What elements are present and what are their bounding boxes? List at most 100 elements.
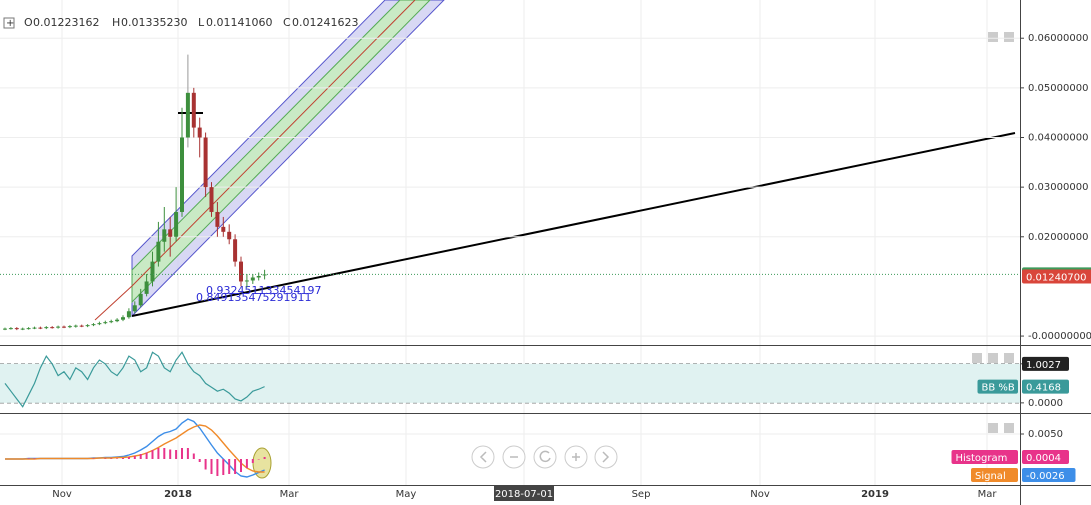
candle-body [79,325,84,327]
value-badge: -0.0026 [1022,468,1076,482]
candle-body [32,327,37,329]
pane-button[interactable] [988,423,998,433]
histogram-bar [133,456,136,459]
candle-body [132,305,137,312]
x-tick-label: Mar [280,489,300,500]
scroll-right[interactable] [594,445,618,469]
histogram-bar [145,452,148,459]
candle-body [209,187,214,212]
collapse-button[interactable] [3,17,15,29]
histogram-bar [157,448,160,459]
legend-badge-text: BB %B [982,383,1015,394]
histogram-bar [216,459,219,476]
histogram-bar [192,453,195,459]
bb-band [0,363,1020,403]
y-tick-label: 0.0000 [1028,398,1063,409]
candle-body [38,327,43,329]
candle-body [3,328,7,330]
candle-body [91,324,96,326]
histogram-bar [116,458,119,459]
candle-body [85,325,90,327]
legend-badge-text: Signal [975,471,1006,482]
candle-body [109,321,114,323]
candle-body [221,226,226,232]
value-badge-text: 0.0004 [1026,453,1061,464]
ohlc-label: L [198,16,205,29]
candle-body [103,322,108,324]
x-tick-label: May [396,489,417,500]
histogram-bar [127,457,130,459]
legend-badge-bg [977,379,1018,394]
candle-body [126,311,131,318]
pane-button[interactable] [972,353,982,363]
value-badge: 0.4168 [1022,379,1069,394]
histogram-bar [104,458,107,459]
price-badge-bg [1022,269,1091,284]
y-tick-label: -0.00000000 [1028,331,1091,342]
y-tick-label: 0.05000000 [1028,83,1088,94]
time-axis: Nov 2018 Mar May 2018-07-01 Sep Nov 2019 Mar [52,486,997,501]
bb-line [4,351,265,408]
crosshair-date-bg [494,486,554,501]
pane-button[interactable] [1004,353,1014,363]
price-badge: 0.01240700 [1022,269,1091,283]
pane-button[interactable] [988,32,998,42]
collapse-icon: + [6,18,14,29]
pane-button[interactable] [1004,423,1014,433]
candle-body [244,280,249,282]
x-tick-label: Mar [978,489,998,500]
candle-body [156,241,161,262]
ohlc-label: C [283,16,291,29]
histogram-bar [151,450,154,459]
candle-body [174,211,179,237]
pane-button[interactable] [1004,32,1014,42]
candle-body [203,137,208,188]
histogram-bar [257,459,260,460]
ohlc-label: H [112,16,120,29]
candle-body [144,281,149,294]
legend-badge-bg [951,450,1018,464]
value-badge-text: -0.0026 [1026,471,1065,482]
y-tick-badge: 1.0027 [1022,356,1069,371]
histogram-bar [251,459,254,463]
value-badge-bg [1022,450,1069,464]
scroll-left[interactable] [471,445,495,469]
pane-button[interactable] [988,353,998,363]
candle-body [138,293,143,306]
candle-body [14,328,19,330]
value-badge-text: 0.4168 [1026,383,1061,394]
histogram-bar [169,449,172,459]
histogram-bar [198,459,201,462]
y-tick-badge-text: 1.0027 [1026,360,1061,371]
nav-buttons [471,445,618,469]
candle-body [197,127,202,138]
candle-body [191,92,196,128]
y-tick-label: 0.0050 [1028,429,1063,440]
candle-body [185,92,190,138]
candle-body [150,261,155,282]
legend-badge: BB %B [977,379,1018,394]
ohlc-value: 0.01335230 [121,16,187,29]
histogram-bar [92,458,95,459]
candle-body [56,326,61,328]
candle-body [67,326,72,328]
ohlc-value: 0.01141060 [206,16,272,29]
ohlc-value: 0.01241623 [292,16,358,29]
candle-body [97,323,102,325]
candle-body [20,328,25,330]
candle-body [26,328,31,330]
value-badge: 0.0004 [1022,450,1069,464]
y-tick-label: 0.04000000 [1028,133,1088,144]
reset[interactable] [533,445,557,469]
candle-body [115,319,120,322]
candle-body [227,231,232,240]
candle-body [62,326,66,328]
x-tick-label: Nov [52,489,72,500]
histogram-bar [163,448,166,459]
pane-buttons [972,32,1014,433]
histogram-bar [110,458,113,459]
candle-body [250,277,255,281]
x-tick-label: Sep [632,489,651,500]
